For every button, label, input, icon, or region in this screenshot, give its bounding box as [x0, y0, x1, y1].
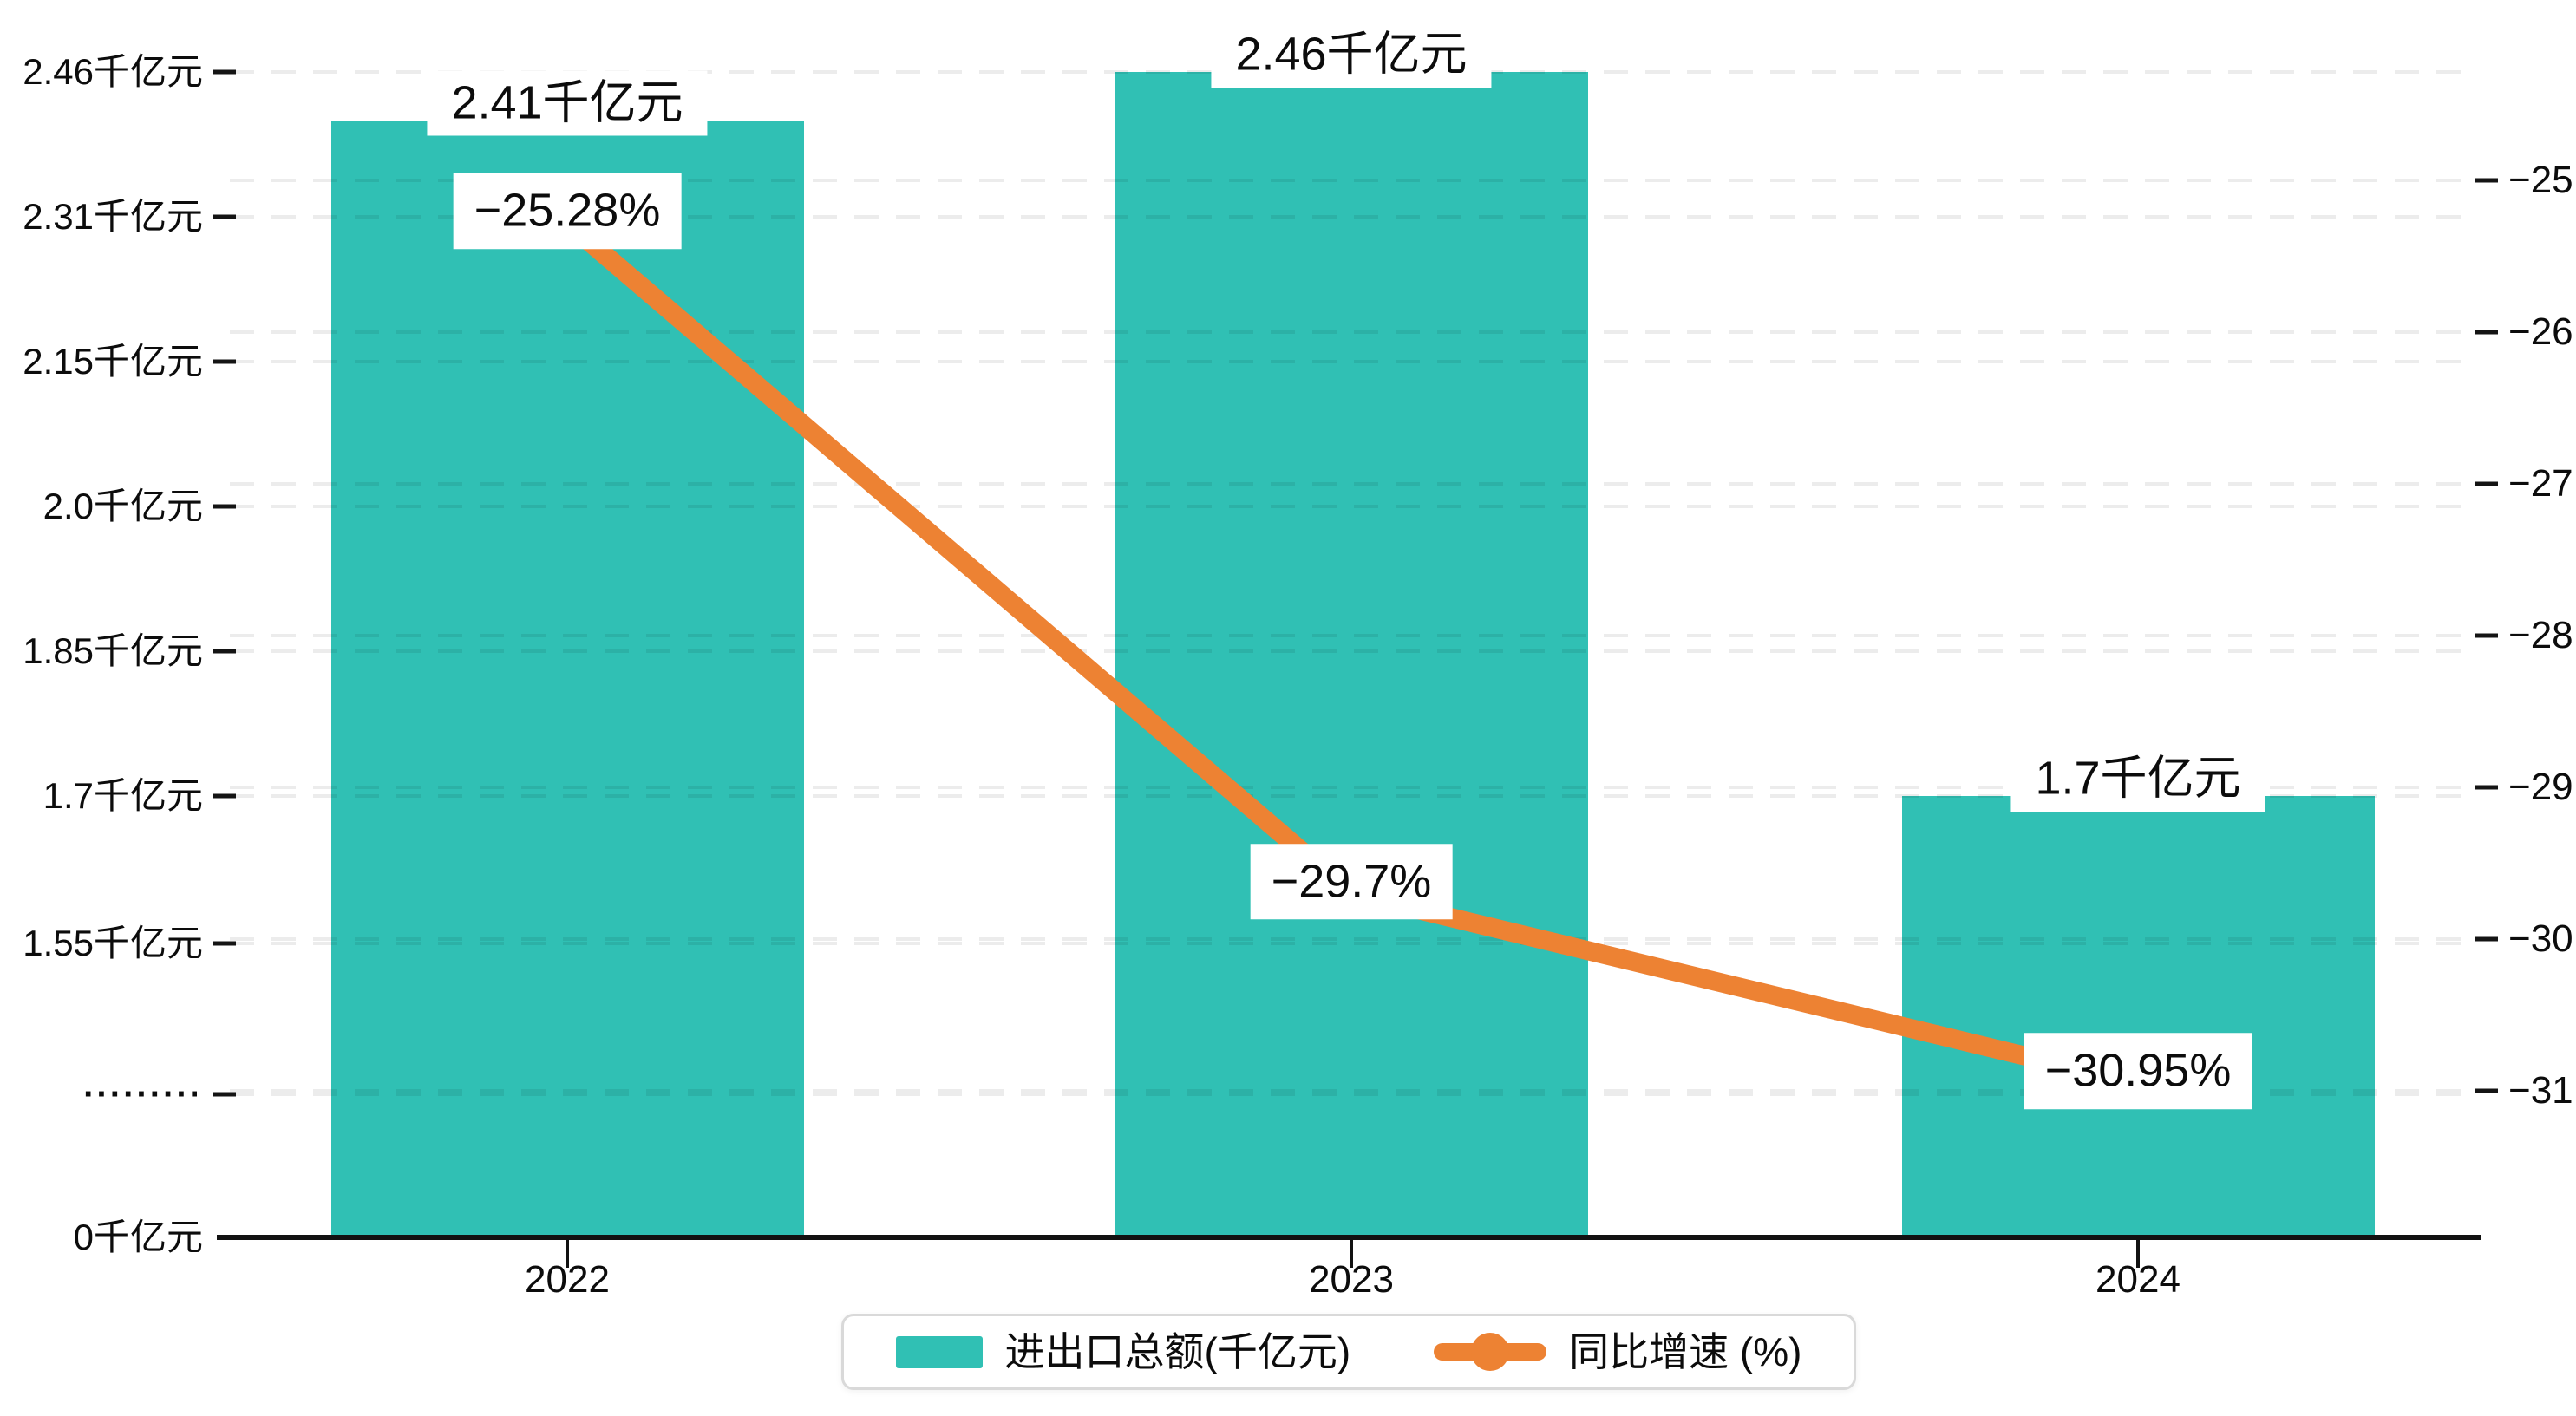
- right-axis-tick-mark: [2475, 633, 2498, 638]
- right-axis-tick-label: −30: [2508, 917, 2573, 960]
- growth-label-2022: −25.28%: [453, 173, 682, 249]
- left-axis-tick-label: 2.0千亿元: [42, 486, 203, 526]
- left-axis-tick-mark: [213, 504, 236, 509]
- x-axis-label-2024: 2024: [2095, 1258, 2180, 1301]
- bar-value-label-2023: 2.46千亿元: [1211, 22, 1492, 88]
- line-series-marker-icon: [1434, 1332, 1547, 1372]
- x-axis-tick-mark: [2136, 1240, 2140, 1268]
- bar-series-swatch-icon: [895, 1335, 983, 1368]
- left-axis-tick-label: 1.7千亿元: [42, 775, 203, 816]
- right-axis-tick-label: −25: [2508, 159, 2573, 201]
- x-axis-tick-mark: [566, 1240, 569, 1268]
- bar-2024[interactable]: [1901, 796, 2375, 1237]
- x-axis-label-2023: 2023: [1309, 1258, 1394, 1301]
- growth-label-2024: −30.95%: [2024, 1033, 2252, 1109]
- bar-2023[interactable]: [1115, 72, 1588, 1237]
- left-axis-tick-label: 1.55千亿元: [23, 923, 203, 963]
- right-axis-tick-mark: [2475, 1088, 2498, 1093]
- growth-label-2023: −29.7%: [1250, 843, 1453, 920]
- right-axis-tick-mark: [2475, 785, 2498, 790]
- left-axis-tick-mark: [213, 214, 236, 219]
- right-axis-tick-mark: [2475, 936, 2498, 942]
- legend-item-line-series[interactable]: 同比增速 (%): [1434, 1332, 1801, 1372]
- left-axis-tick-label: 2.15千亿元: [23, 341, 203, 382]
- right-axis-tick-label: −29: [2508, 766, 2573, 808]
- bar-value-label-2024: 1.7千亿元: [2010, 746, 2265, 812]
- left-axis-tick-label: 1.85千亿元: [23, 630, 203, 671]
- right-axis-tick-mark: [2475, 330, 2498, 335]
- x-axis-label-2022: 2022: [525, 1258, 610, 1301]
- right-axis-tick-label: −28: [2508, 614, 2573, 656]
- legend-bar-label: 进出口总额(千亿元): [1004, 1329, 1351, 1374]
- left-axis-tick-label: 2.46千亿元: [23, 51, 203, 92]
- left-axis-tick-mark: [213, 69, 236, 75]
- bar-value-label-2022: 2.41千亿元: [427, 70, 708, 136]
- bar-2022[interactable]: [330, 120, 804, 1237]
- right-axis-tick-mark: [2475, 178, 2498, 183]
- right-axis-tick-mark: [2475, 481, 2498, 486]
- right-axis-tick-label: −31: [2508, 1069, 2573, 1112]
- left-axis-tick-mark: [213, 359, 236, 364]
- left-axis-tick-mark: [213, 649, 236, 654]
- right-axis-tick-label: −26: [2508, 310, 2573, 353]
- left-axis-tick-label: ·········: [83, 1075, 203, 1113]
- x-axis-tick-mark: [1350, 1240, 1353, 1268]
- left-axis-tick-mark: [213, 941, 236, 946]
- left-axis-tick-label: 2.31千亿元: [23, 196, 203, 237]
- legend-item-bar-series[interactable]: 进出口总额(千亿元): [895, 1329, 1351, 1374]
- x-axis-line: [217, 1235, 2481, 1240]
- legend-line-label: 同比增速 (%): [1569, 1329, 1802, 1374]
- right-axis-tick-label: −27: [2508, 462, 2573, 505]
- left-axis-tick-mark: [213, 1092, 236, 1097]
- left-axis-tick-mark: [213, 793, 236, 799]
- left-axis-tick-label: 0千亿元: [73, 1217, 203, 1257]
- legend: 进出口总额(千亿元) 同比增速 (%): [841, 1314, 1856, 1390]
